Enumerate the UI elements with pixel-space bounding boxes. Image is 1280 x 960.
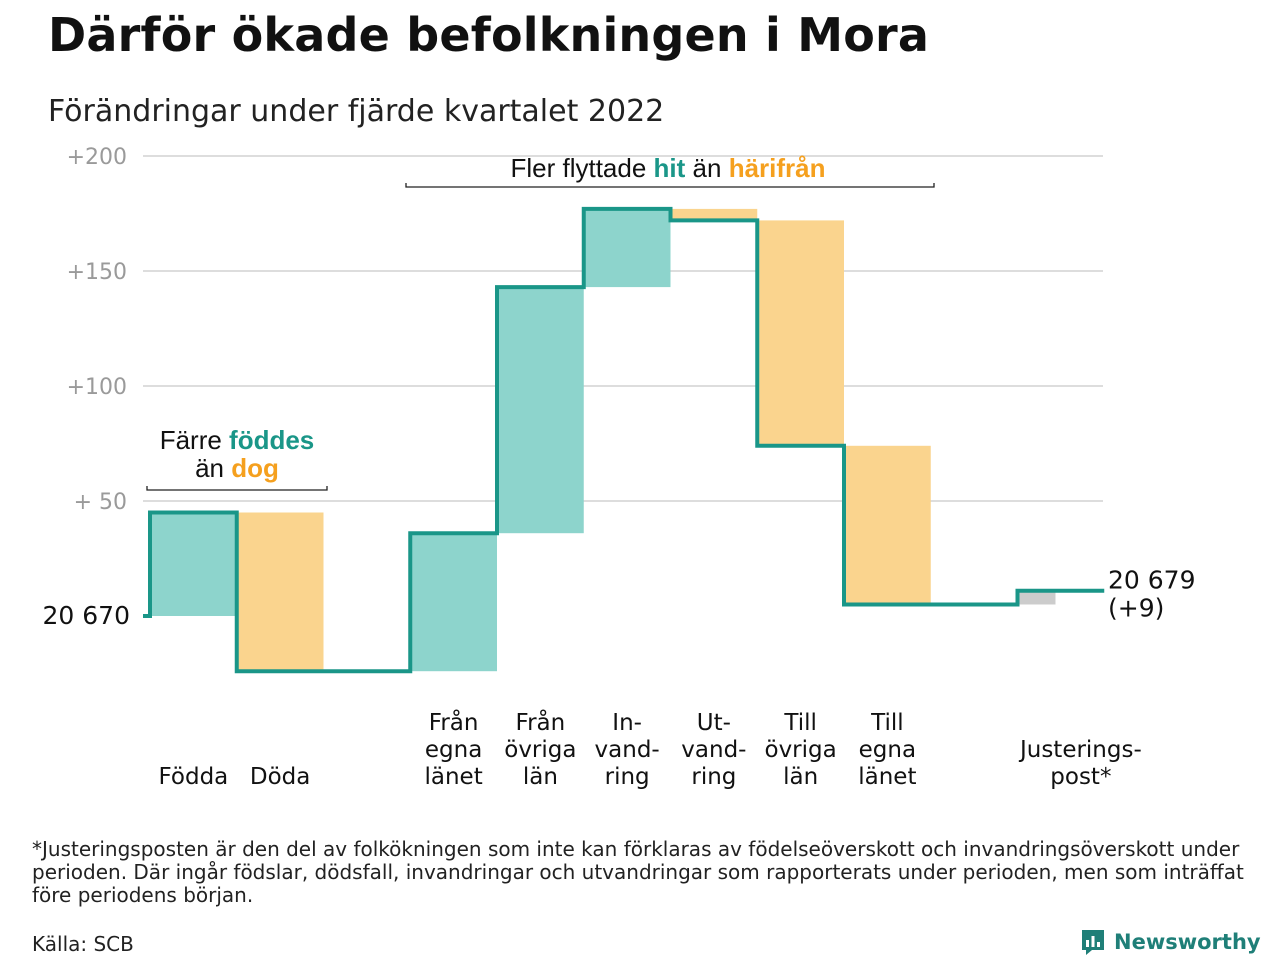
x-category-label: Födda (158, 764, 228, 790)
waterfall-bar (1017, 590, 1056, 605)
y-tick-label: +100 (67, 375, 127, 400)
x-category-label: Ut- (697, 710, 731, 736)
brand[interactable]: Newsworthy (1080, 928, 1261, 956)
x-category-label: län (783, 764, 818, 790)
x-category-label: Till (870, 710, 904, 736)
waterfall-bar (410, 533, 497, 672)
annotation-bracket (405, 183, 935, 188)
x-category-label: Döda (250, 764, 310, 790)
x-category-label: övriga (504, 737, 576, 763)
waterfall-bar (757, 220, 844, 446)
waterfall-bar (150, 512, 237, 616)
x-category-label: övriga (765, 737, 837, 763)
x-category-label: post* (1050, 764, 1111, 790)
waterfall-bar (844, 445, 931, 605)
x-category-label: Från (516, 708, 566, 736)
waterfall-bar (583, 208, 671, 288)
y-tick-label: +200 (67, 145, 127, 170)
source-note: Källa: SCB (32, 932, 134, 956)
y-tick-label: +150 (67, 260, 127, 285)
x-category-label: län (523, 764, 558, 790)
brand-name: Newsworthy (1114, 930, 1261, 954)
x-category-label: egna (425, 737, 482, 763)
x-category-label: vand- (681, 737, 746, 763)
x-category-label: Till (783, 710, 817, 736)
start-value-label: 20 670 (43, 601, 130, 630)
end-change-label: (+9) (1108, 594, 1164, 623)
x-category-label: Justerings- (1018, 737, 1142, 763)
annotation-migration: Fler flyttade hit än härifrån (510, 153, 825, 183)
annotation-births-deaths: än dog (195, 453, 279, 483)
x-category-label: egna (859, 737, 916, 763)
x-category-label: länet (425, 764, 483, 790)
chart-title: Därför ökade befolkningen i Mora (48, 8, 930, 62)
x-category-label: ring (605, 764, 650, 790)
end-value-label: 20 679 (1108, 566, 1195, 595)
chart-subtitle: Förändringar under fjärde kvartalet 2022 (48, 94, 665, 129)
newsworthy-logo-icon (1082, 930, 1104, 955)
x-category-label: In- (612, 710, 642, 736)
x-category-label: länet (858, 764, 916, 790)
annotation-births-deaths: Färre föddes (160, 425, 315, 455)
x-category-label: vand- (595, 737, 660, 763)
waterfall-bar (236, 512, 324, 672)
x-category-label: Från (429, 708, 479, 736)
waterfall-bar (497, 287, 584, 534)
cumulative-step-line (143, 206, 1105, 674)
waterfall-bar (670, 208, 758, 221)
y-tick-label: + 50 (74, 490, 127, 515)
annotation-bracket (146, 486, 328, 491)
x-category-label: ring (691, 764, 736, 790)
footnote: *Justeringsposten är den del av folkökni… (32, 837, 1244, 907)
